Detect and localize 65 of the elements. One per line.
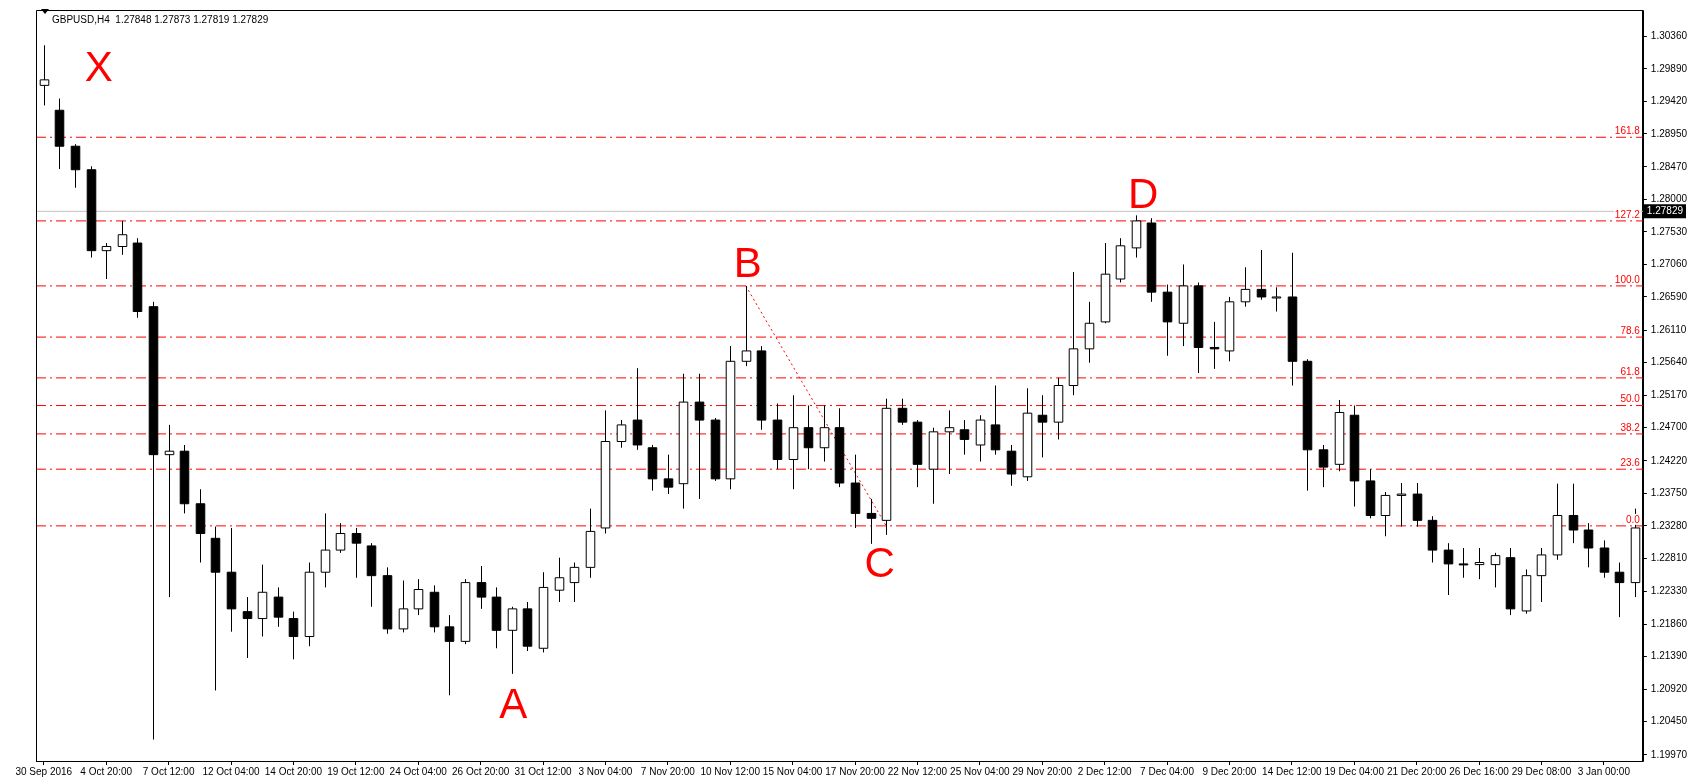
annotation: B — [733, 238, 762, 286]
y-tick-label: 1.20920 — [1650, 682, 1688, 694]
ref-line-label: 1.27829 — [1646, 205, 1684, 217]
x-tick-label: 14 Oct 20:00 — [264, 765, 323, 777]
x-tick-label: 17 Nov 20:00 — [825, 765, 886, 777]
x-tick-label: 29 Dec 08:00 — [1511, 765, 1572, 777]
x-tick-label: 31 Oct 12:00 — [514, 765, 573, 777]
x-tick-label: 2 Dec 12:00 — [1077, 765, 1133, 777]
x-tick-label: 12 Oct 04:00 — [202, 765, 261, 777]
x-tick-label: 26 Dec 16:00 — [1449, 765, 1510, 777]
y-tick-label: 1.24700 — [1650, 421, 1688, 433]
chart-title: GBPUSD,H4 1.27848 1.27873 1.27819 1.27829 — [52, 13, 269, 25]
x-tick-label: 30 Sep 2016 — [15, 765, 73, 777]
x-tick-label: 9 Dec 20:00 — [1202, 765, 1257, 777]
x-tick-label: 7 Nov 20:00 — [640, 765, 696, 777]
annotation: 38.2 — [1620, 421, 1641, 433]
x-tick-label: 10 Nov 12:00 — [700, 765, 761, 777]
x-tick-label: 3 Nov 04:00 — [578, 765, 633, 777]
y-tick-label: 1.30360 — [1650, 30, 1688, 42]
annotation: 100.0 — [1614, 273, 1641, 285]
annotation: A — [499, 679, 528, 727]
x-tick-label: 3 Jan 00:00 — [1577, 765, 1631, 777]
x-tick-label: 21 Dec 20:00 — [1386, 765, 1447, 777]
y-tick-label: 1.27530 — [1650, 225, 1688, 237]
annotation: 161.8 — [1614, 124, 1641, 136]
y-tick-label: 1.29890 — [1650, 62, 1688, 74]
y-tick-label: 1.25170 — [1650, 388, 1688, 400]
annotation: 127.2 — [1614, 208, 1641, 220]
x-tick-label: 19 Dec 04:00 — [1324, 765, 1385, 777]
annotation: 78.6 — [1620, 324, 1641, 336]
x-tick-label: 24 Oct 04:00 — [389, 765, 448, 777]
y-tick-label: 1.28000 — [1650, 193, 1688, 205]
annotation: 0.0 — [1625, 513, 1641, 525]
y-tick-label: 1.19970 — [1650, 748, 1688, 760]
x-tick-label: 15 Nov 04:00 — [762, 765, 823, 777]
y-tick-label: 1.20450 — [1650, 715, 1688, 727]
x-tick-label: 25 Nov 04:00 — [950, 765, 1011, 777]
y-tick-label: 1.22810 — [1650, 552, 1688, 564]
y-tick-label: 1.23280 — [1650, 519, 1688, 531]
annotation: 61.8 — [1620, 365, 1641, 377]
y-tick-label: 1.21390 — [1650, 650, 1688, 662]
annotation: 50.0 — [1620, 393, 1641, 405]
x-tick-label: 19 Oct 12:00 — [327, 765, 385, 777]
y-tick-label: 1.27060 — [1650, 258, 1688, 270]
x-tick-label: 26 Oct 20:00 — [451, 765, 510, 777]
y-tick-label: 1.26110 — [1650, 323, 1687, 335]
annotation: C — [864, 538, 895, 586]
y-tick-label: 1.26590 — [1650, 290, 1688, 302]
x-tick-label: 7 Oct 12:00 — [142, 765, 195, 777]
y-tick-label: 1.23750 — [1650, 487, 1688, 499]
y-tick-label: 1.22330 — [1650, 585, 1688, 597]
y-tick-label: 1.28470 — [1650, 160, 1688, 172]
x-tick-label: 22 Nov 12:00 — [887, 765, 948, 777]
annotation: 23.6 — [1620, 456, 1641, 468]
y-tick-label: 1.24220 — [1650, 454, 1688, 466]
x-tick-label: 29 Nov 20:00 — [1012, 765, 1073, 777]
y-tick-label: 1.29420 — [1650, 95, 1688, 107]
y-tick-label: 1.21860 — [1650, 617, 1688, 629]
x-tick-label: 7 Dec 04:00 — [1140, 765, 1195, 777]
y-tick-label: 1.25640 — [1650, 356, 1688, 368]
x-tick-label: 14 Dec 12:00 — [1262, 765, 1323, 777]
x-tick-label: 4 Oct 20:00 — [80, 765, 133, 777]
annotation: D — [1127, 169, 1159, 217]
annotation: X — [84, 42, 113, 90]
y-tick-label: 1.28950 — [1650, 127, 1688, 139]
